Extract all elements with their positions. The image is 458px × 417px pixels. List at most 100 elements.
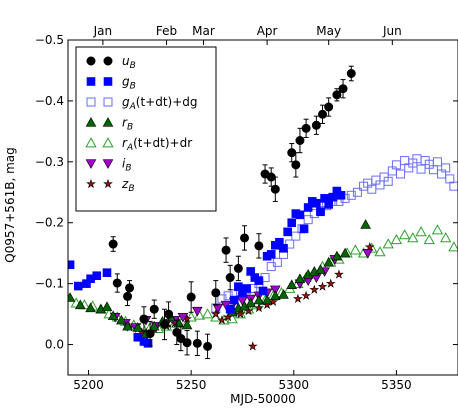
data-point (181, 319, 193, 330)
data-point (339, 247, 351, 258)
data-point (270, 285, 281, 296)
data-point (108, 239, 118, 249)
month-label: Jun (382, 24, 402, 38)
y-tick-label: −0.3 (35, 155, 64, 169)
month-label: Jan (93, 24, 113, 38)
data-point (164, 309, 174, 319)
data-point (186, 292, 196, 302)
data-point (139, 314, 149, 324)
data-point (362, 249, 373, 259)
data-point (122, 320, 133, 331)
legend-entry: gB (86, 75, 136, 92)
data-point (258, 286, 268, 296)
series-r-b (68, 219, 371, 338)
legend-marker (102, 117, 114, 127)
data-point (221, 245, 231, 255)
y-tick-label: −0.4 (35, 94, 64, 108)
data-point (233, 263, 243, 273)
legend-label: gB (122, 75, 136, 92)
data-point (132, 322, 144, 332)
legend-marker (86, 56, 96, 66)
data-point (192, 338, 202, 348)
data-point (182, 338, 192, 348)
month-label: Apr (257, 24, 278, 38)
legend-marker (103, 97, 113, 107)
data-point (203, 341, 213, 351)
data-point (225, 273, 235, 283)
data-point (400, 156, 410, 166)
legend-label: zB (121, 177, 135, 194)
data-point (235, 309, 246, 319)
legend-marker (86, 178, 96, 189)
y-tick-label: −0.1 (35, 277, 64, 291)
data-point (316, 207, 325, 217)
data-point (278, 289, 289, 299)
y-tick-label: −0.5 (35, 33, 64, 47)
data-point (270, 184, 280, 194)
data-point (101, 301, 113, 311)
data-point (390, 233, 403, 245)
legend-label: uB (122, 54, 136, 71)
legend-label: gA(t+dt)+dg (122, 95, 198, 112)
data-point (201, 308, 214, 319)
legend-marker (103, 56, 113, 66)
data-point (217, 315, 227, 325)
series-z-b (124, 242, 375, 351)
data-point (148, 320, 160, 331)
data-point (346, 190, 356, 200)
axes: 5200 5250 5300 5350 0.0 −0.1 −0.2 −0.3 −0.4 −0.5 J… (35, 24, 458, 392)
legend-marker (102, 159, 114, 169)
data-point (125, 283, 135, 293)
data-point (383, 176, 393, 186)
data-point (416, 164, 426, 174)
y-tick-label: 0.0 (45, 338, 64, 352)
data-point (107, 310, 119, 321)
data-point (229, 295, 239, 305)
data-point (309, 284, 320, 294)
data-point (331, 250, 343, 261)
legend-label: iB (122, 157, 132, 174)
data-point (293, 293, 303, 303)
legend-marker (103, 178, 113, 189)
data-point (448, 241, 458, 252)
plot-area (68, 65, 458, 360)
data-point (312, 198, 321, 208)
data-point (301, 123, 311, 133)
data-point (324, 200, 333, 209)
y-tick-label: −0.2 (35, 216, 64, 230)
data-point (301, 290, 311, 300)
legend-marker (85, 137, 97, 148)
data-point (85, 302, 96, 313)
data-point (334, 269, 344, 279)
legend-marker (85, 117, 97, 127)
data-point (225, 304, 235, 314)
data-point (364, 242, 375, 252)
x-tick-label: 5300 (279, 378, 310, 392)
plot-frame (67, 39, 458, 376)
month-label: May (316, 24, 341, 38)
data-point (295, 210, 305, 220)
data-point (440, 232, 452, 243)
data-point (254, 241, 264, 251)
x-tick-label: 5350 (381, 378, 412, 392)
data-point (374, 246, 386, 257)
data-point (143, 339, 153, 348)
data-point (318, 109, 328, 119)
data-point (75, 299, 86, 310)
legend: uB gB gA(t+dt)+dg rB rA(t+dt)+dr iB zB (75, 46, 217, 212)
x-tick-label: 5200 (73, 378, 104, 392)
data-point (449, 181, 458, 191)
data-point (210, 309, 221, 319)
data-point (176, 333, 186, 343)
legend-marker (85, 159, 97, 169)
legend-marker (102, 137, 114, 148)
data-point (286, 279, 298, 289)
data-point (294, 273, 306, 283)
data-point (324, 102, 334, 112)
data-point (349, 244, 362, 255)
data-point (360, 219, 371, 229)
data-point (116, 314, 127, 325)
series-u-b (108, 65, 356, 360)
data-point (299, 224, 309, 234)
data-point (325, 278, 336, 288)
